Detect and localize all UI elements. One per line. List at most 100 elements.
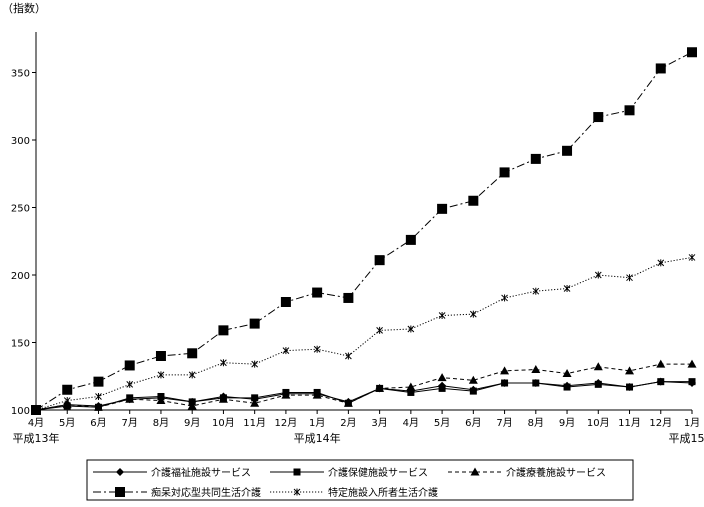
data-point — [116, 468, 124, 476]
data-point — [531, 365, 541, 373]
data-point — [688, 253, 696, 261]
data-point — [220, 359, 227, 367]
data-point — [406, 382, 416, 391]
data-point — [218, 394, 228, 403]
x-tick-label: 9月 — [184, 417, 200, 429]
series-3 — [31, 359, 697, 414]
data-point — [499, 167, 510, 178]
data-point — [157, 371, 165, 379]
series-line — [35, 381, 692, 411]
x-tick-label: 6月 — [90, 417, 106, 429]
series-line — [35, 256, 693, 411]
data-point — [93, 376, 104, 387]
series-line — [35, 363, 692, 411]
data-point — [688, 378, 696, 386]
data-point — [250, 398, 260, 407]
y-tick-label: 350 — [11, 69, 30, 80]
legend-label: 介護療養施設サービス — [506, 466, 606, 479]
data-point — [657, 378, 665, 386]
data-point — [437, 373, 447, 382]
data-point — [687, 47, 697, 58]
x-tick-label: 12月 — [649, 417, 672, 429]
x-tick-label: 4月 — [403, 417, 419, 429]
data-point — [655, 63, 666, 74]
data-point — [63, 397, 71, 405]
data-point — [626, 274, 633, 282]
data-point — [469, 310, 477, 318]
series-5 — [32, 253, 696, 414]
data-point — [124, 360, 135, 371]
x-tick-label: 6月 — [465, 417, 481, 429]
y-tick-label: 250 — [11, 204, 30, 215]
y-tick-label: 100 — [11, 406, 30, 417]
data-point — [62, 400, 72, 409]
data-point — [407, 325, 415, 333]
data-point — [125, 394, 135, 403]
data-point — [32, 406, 40, 414]
data-point — [500, 366, 510, 375]
data-point — [374, 255, 385, 266]
data-point — [563, 285, 571, 292]
data-point — [624, 105, 635, 116]
data-point — [156, 396, 166, 405]
x-tick-label: 8月 — [528, 417, 544, 429]
legend-label: 介護福祉施設サービス — [151, 466, 251, 479]
data-point — [469, 387, 477, 395]
data-point — [438, 384, 446, 392]
y-axis-unit-label: （指数） — [2, 2, 46, 15]
data-point — [343, 292, 354, 303]
data-point — [593, 112, 604, 123]
data-point — [312, 287, 323, 298]
data-point — [126, 380, 134, 388]
data-point — [93, 402, 103, 411]
x-tick-label: 8月 — [153, 417, 169, 429]
data-point — [407, 388, 415, 396]
data-point — [188, 371, 196, 379]
data-point — [562, 369, 572, 378]
x-tick-label: 10月 — [212, 417, 235, 429]
data-point — [656, 359, 666, 368]
data-point — [95, 393, 102, 400]
data-point — [501, 379, 509, 387]
data-point — [312, 390, 322, 399]
data-point — [115, 487, 125, 497]
data-point — [376, 326, 383, 334]
legend-item-5: 特定施設入所者生活介護 — [270, 486, 438, 499]
data-point — [249, 318, 260, 329]
x-tick-label: 7月 — [122, 417, 138, 429]
data-point — [563, 383, 571, 391]
x-era-label: 平成14年 — [294, 431, 341, 445]
data-point — [501, 294, 508, 302]
data-point — [593, 362, 603, 371]
data-point — [657, 259, 665, 267]
data-point — [438, 312, 446, 319]
data-point — [251, 394, 259, 402]
data-point — [187, 348, 198, 359]
x-era-label: 平成13年 — [13, 431, 60, 445]
legend-item-3: 介護療養施設サービス — [448, 466, 606, 479]
series-line — [35, 51, 693, 411]
data-point — [251, 360, 259, 368]
data-point — [343, 398, 353, 407]
data-point — [345, 352, 352, 360]
x-tick-label: 12月 — [275, 417, 298, 429]
data-point — [468, 375, 478, 384]
x-tick-label: 1月 — [684, 417, 700, 429]
x-era-label: 平成15年 — [669, 431, 704, 445]
series-line — [35, 381, 693, 411]
data-point — [293, 488, 301, 496]
x-tick-label: 9月 — [559, 417, 575, 429]
data-point — [594, 271, 602, 279]
data-point — [293, 468, 301, 476]
legend-label: 介護保健施設サービス — [328, 466, 428, 479]
data-point — [626, 383, 634, 391]
data-point — [282, 347, 290, 355]
y-tick-label: 300 — [11, 136, 30, 147]
data-point — [62, 384, 73, 395]
x-tick-label: 5月 — [59, 417, 75, 429]
data-point — [532, 379, 540, 387]
legend-label: 特定施設入所者生活介護 — [328, 486, 438, 499]
data-point — [594, 380, 602, 388]
legend-box — [86, 459, 634, 501]
